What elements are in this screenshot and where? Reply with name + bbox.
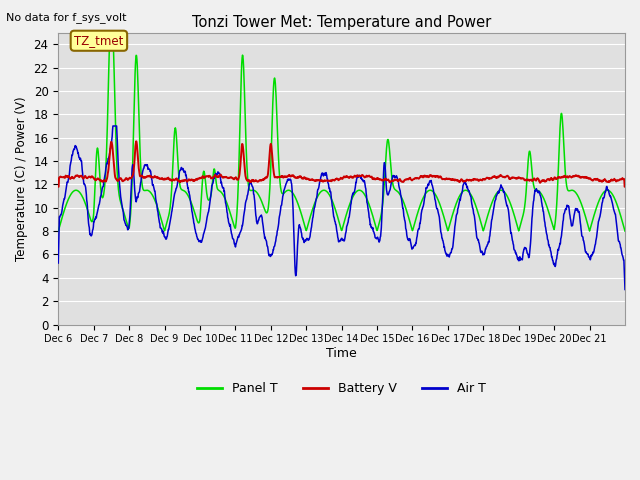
Battery V: [54, 184, 62, 190]
Battery V: [327, 178, 335, 184]
Air T: [54, 260, 62, 266]
Air T: [621, 287, 629, 292]
Air T: [476, 243, 483, 249]
Line: Air T: Air T: [58, 126, 625, 289]
Panel T: [476, 215, 483, 220]
Text: TZ_tmet: TZ_tmet: [74, 34, 124, 47]
Line: Panel T: Panel T: [58, 33, 625, 231]
Panel T: [317, 189, 324, 195]
Battery V: [143, 174, 151, 180]
Air T: [614, 234, 622, 240]
Air T: [143, 162, 151, 168]
Text: No data for f_sys_volt: No data for f_sys_volt: [6, 12, 127, 23]
Battery V: [559, 174, 566, 180]
Panel T: [143, 187, 151, 193]
Legend: Panel T, Battery V, Air T: Panel T, Battery V, Air T: [193, 377, 491, 400]
Y-axis label: Temperature (C) / Power (V): Temperature (C) / Power (V): [15, 96, 28, 261]
Battery V: [614, 178, 622, 183]
Title: Tonzi Tower Met: Temperature and Power: Tonzi Tower Met: Temperature and Power: [192, 15, 492, 30]
Panel T: [327, 195, 335, 201]
Air T: [109, 123, 116, 129]
Panel T: [614, 204, 622, 210]
Panel T: [54, 228, 62, 234]
Panel T: [621, 228, 629, 234]
Air T: [559, 222, 566, 228]
Air T: [317, 177, 324, 182]
Line: Battery V: Battery V: [58, 141, 625, 187]
Battery V: [621, 184, 629, 190]
Panel T: [106, 30, 114, 36]
Battery V: [132, 138, 140, 144]
Panel T: [559, 120, 566, 126]
Battery V: [317, 178, 324, 184]
Battery V: [476, 178, 483, 183]
Air T: [327, 193, 335, 199]
X-axis label: Time: Time: [326, 347, 357, 360]
